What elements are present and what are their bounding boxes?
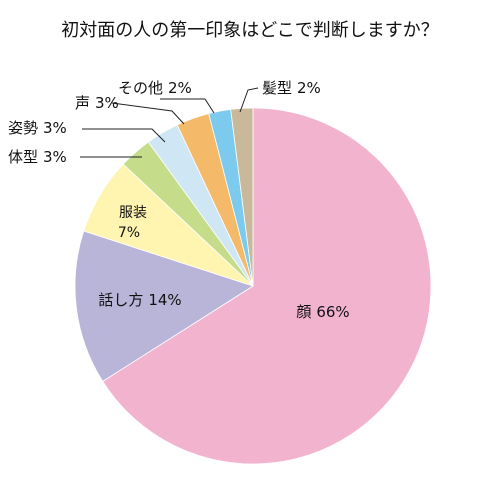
- slice-value-label: 3%: [43, 119, 67, 137]
- leader-line: [111, 102, 185, 125]
- slice-label: 話し方 14%: [98, 291, 181, 309]
- pie-slice: [74, 230, 254, 382]
- slice-category: その他: [118, 79, 163, 97]
- slice-value-label: 7%: [118, 225, 140, 241]
- slice-value-label: 2%: [168, 79, 192, 97]
- slice-value-label: 2%: [297, 79, 321, 97]
- leader-lines: [80, 87, 259, 158]
- leader-line: [160, 98, 215, 114]
- leader-line: [239, 87, 259, 113]
- slice-label: 声 3%: [75, 94, 119, 112]
- slice-label: 姿勢 3%: [8, 119, 67, 137]
- slice-category: 話し方: [98, 291, 143, 309]
- labels: 顔 66%話し方 14%服装7%体型 3%姿勢 3%声 3%その他 2% 髪型 2%: [8, 79, 350, 321]
- slice-category: 体型: [8, 148, 38, 166]
- slice-label: 髪型 2%: [262, 79, 321, 97]
- slice-value-label: 3%: [43, 148, 67, 166]
- pie: [74, 107, 432, 465]
- slice-category: 顔: [296, 303, 311, 321]
- slice-category: 姿勢: [8, 119, 38, 137]
- slice-label: その他 2%: [118, 79, 192, 97]
- slice-value-label: 3%: [95, 94, 119, 112]
- slice-label: 服装: [119, 205, 147, 221]
- slice-value-label: 14%: [148, 291, 181, 309]
- chart-title: 初対面の人の第一印象はどこで判断しますか？: [61, 20, 438, 41]
- slice-label: 顔 66%: [296, 303, 349, 321]
- slice-label: 体型 3%: [8, 148, 67, 166]
- slice-value-label: 66%: [316, 303, 349, 321]
- slice-category: 声: [75, 94, 90, 112]
- slice-category: 髪型: [262, 79, 292, 97]
- leader-line: [82, 128, 166, 143]
- pie-slice: [102, 107, 432, 465]
